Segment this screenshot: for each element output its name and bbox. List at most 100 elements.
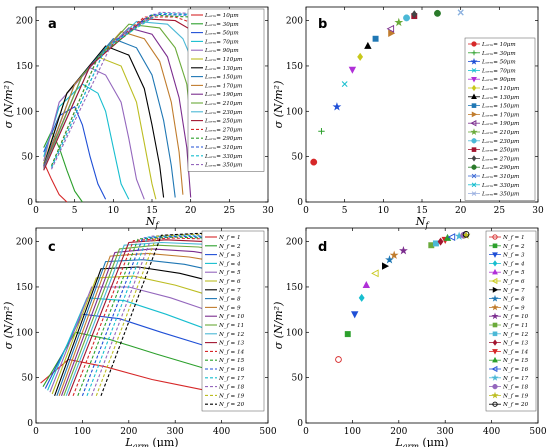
panel-b-data-point-4-shape <box>348 66 357 74</box>
panel-d-legend-marker <box>491 365 498 373</box>
panel-c-series-line-5 <box>51 275 206 395</box>
panel-a-xtick-label: 5 <box>72 206 78 216</box>
panel-d-data-point-0-shape <box>335 356 342 363</box>
axis-label-sub: arm <box>133 442 150 447</box>
panel-b-legend-label: Lₐᵣₘ= 30μm <box>481 51 516 57</box>
panel-d-legend-marker-shape <box>491 294 499 302</box>
panel-c-legend: N_f = 1 N_f = 2 N_f = 3 N_f = 4 N_f = 5 N_f =… <box>201 230 265 412</box>
panel-b-legend-marker <box>471 182 477 188</box>
panel-a-legend-label: Lₐᵣₘ= 110μm <box>204 57 242 63</box>
panel-b-legend-marker-shape <box>471 138 477 144</box>
panel-c-legend-label: N_f = 3 <box>218 253 241 259</box>
panel-b-legend-label: Lₐᵣₘ= 170μm <box>481 112 519 118</box>
panel-a-legend-label: Lₐᵣₘ= 130μm <box>204 66 242 72</box>
panel-a-series-line-0 <box>43 161 68 203</box>
panel-c-axes-frame <box>35 227 269 424</box>
panel-d-legend-label: N_f = 20 <box>502 402 529 408</box>
axis-label-unit: (μm) <box>419 436 449 447</box>
panel-a-series-line-1 <box>43 130 83 203</box>
panel-b-legend-marker <box>471 76 477 83</box>
panel-d-legend-marker-shape <box>492 322 498 328</box>
panel-b-legend-marker-shape <box>471 155 477 162</box>
panel-c-xtick-label: 200 <box>120 427 137 437</box>
panel-a-letter: a <box>48 17 57 32</box>
panel-d-data-point-4-shape <box>362 280 371 288</box>
panel-d-ylabel: σ (N/m²) <box>272 302 285 350</box>
panel-a-ytick-label: 0 <box>27 198 33 208</box>
panel-b-data-point-6-shape <box>364 41 372 49</box>
panel-c-xlabel: Larm (μm) <box>124 436 178 447</box>
panel-d-legend-marker-shape <box>491 303 499 311</box>
panel-a-xtick-label: 20 <box>185 206 197 216</box>
panel-c-legend-label: N_f = 18 <box>218 385 245 391</box>
panel-c-legend-label: N_f = 12 <box>218 332 245 338</box>
panel-a-series-line-7 <box>43 38 176 198</box>
panel-b-xtick-label: 30 <box>532 206 544 216</box>
panel-c-ytick-label: 50 <box>22 374 34 384</box>
panel-b-data-point-6 <box>364 41 372 49</box>
panel-a-legend-label: Lₐᵣₘ= 190μm <box>204 92 242 98</box>
panel-a-ytick-label: 200 <box>16 17 33 27</box>
panel-b-legend-label: Lₐᵣₘ= 110μm <box>481 86 519 92</box>
panel-c-series-line-3 <box>47 297 206 391</box>
panel-d-legend-marker-shape <box>491 374 499 381</box>
panel-d-legend-marker-shape <box>491 277 498 285</box>
panel-b-legend-label: Lₐᵣₘ= 330μm <box>481 183 519 189</box>
panel-a-legend-label: Lₐᵣₘ= 30μm <box>204 22 239 28</box>
panel-a-xtick-label: 30 <box>262 206 274 216</box>
panel-b-legend-marker-shape <box>471 103 477 108</box>
panel-b-legend-marker <box>471 155 477 162</box>
panel-d-data-point-8-shape <box>389 250 399 259</box>
axis-label-sub: arm <box>403 442 420 447</box>
panel-a-legend-label: Lₐᵣₘ= 50μm <box>204 31 239 37</box>
panel-d-legend-marker <box>492 331 498 337</box>
panel-a-legend-frame <box>187 8 265 172</box>
panel-d-data-point-15 <box>447 233 456 242</box>
panel-b-data-point-11-shape <box>403 14 410 22</box>
panel-d-legend-marker <box>491 374 499 381</box>
panel-d-legend-marker <box>492 268 498 275</box>
panel-a-xtick-label: 15 <box>146 206 158 216</box>
panel-c-xtick-label: 400 <box>213 427 230 437</box>
panel-b-legend-marker-shape <box>471 76 477 83</box>
panel-b-data-point-7-shape <box>372 35 379 42</box>
panel-b-ytick-label: 100 <box>286 107 303 117</box>
panel-d-xtick-label: 400 <box>483 427 500 437</box>
panel-b-legend-marker <box>471 41 477 47</box>
panel-b-legend-marker <box>471 191 477 196</box>
panel-b: 0 5 10 15 20 25 30 0 50 100 150 200 Nf σ (N/m²) b Lₐᵣₘ=… <box>272 6 544 230</box>
panel-b-legend-label: Lₐᵣₘ= 190μm <box>481 121 519 127</box>
panel-d-legend-marker-shape <box>492 383 498 390</box>
panel-d-legend-marker-shape <box>491 312 499 320</box>
panel-b-ylabel: σ (N/m²) <box>272 81 285 129</box>
panel-c-series-line-18 <box>95 233 206 396</box>
panel-b-legend-marker <box>470 128 478 135</box>
panel-d-legend-marker <box>492 322 498 328</box>
panel-d-data-point-1 <box>344 331 351 338</box>
panel-c-legend-label: N_f = 7 <box>218 288 241 294</box>
panel-b-legend-marker-shape <box>471 173 477 179</box>
panel-b-legend-marker-shape <box>471 84 477 92</box>
panel-d-ytick-label: 200 <box>286 238 303 248</box>
panel-c-xtick-label: 300 <box>167 427 184 437</box>
panel-b-legend-label: Lₐᵣₘ= 150μm <box>481 104 519 110</box>
panel-a-series-line-16 <box>50 12 191 168</box>
panel-c-legend-label: N_f = 6 <box>218 279 241 285</box>
panel-c-ytick-label: 0 <box>27 419 33 429</box>
panel-b-legend-marker <box>470 57 478 65</box>
panel-a-legend-label: Lₐᵣₘ= 10μm <box>204 13 239 19</box>
panel-d-legend-marker <box>492 234 498 240</box>
panel-d-data-point-3 <box>358 293 365 302</box>
panel-d-legend-marker-shape <box>491 365 498 373</box>
panel-b-legend-marker-shape <box>471 93 477 100</box>
panel-c-xtick-label: 100 <box>74 427 91 437</box>
panel-d-legend-label: N_f = 16 <box>502 367 529 373</box>
panel-b-data-point-3 <box>341 81 348 88</box>
panel-d-legend-marker-shape <box>492 339 498 346</box>
panel-b-data-point-5 <box>357 52 364 61</box>
panel-a-series-line-4 <box>43 67 145 200</box>
panel-b-legend-marker-shape <box>471 111 478 118</box>
panel-b-data-point-0 <box>310 158 318 166</box>
